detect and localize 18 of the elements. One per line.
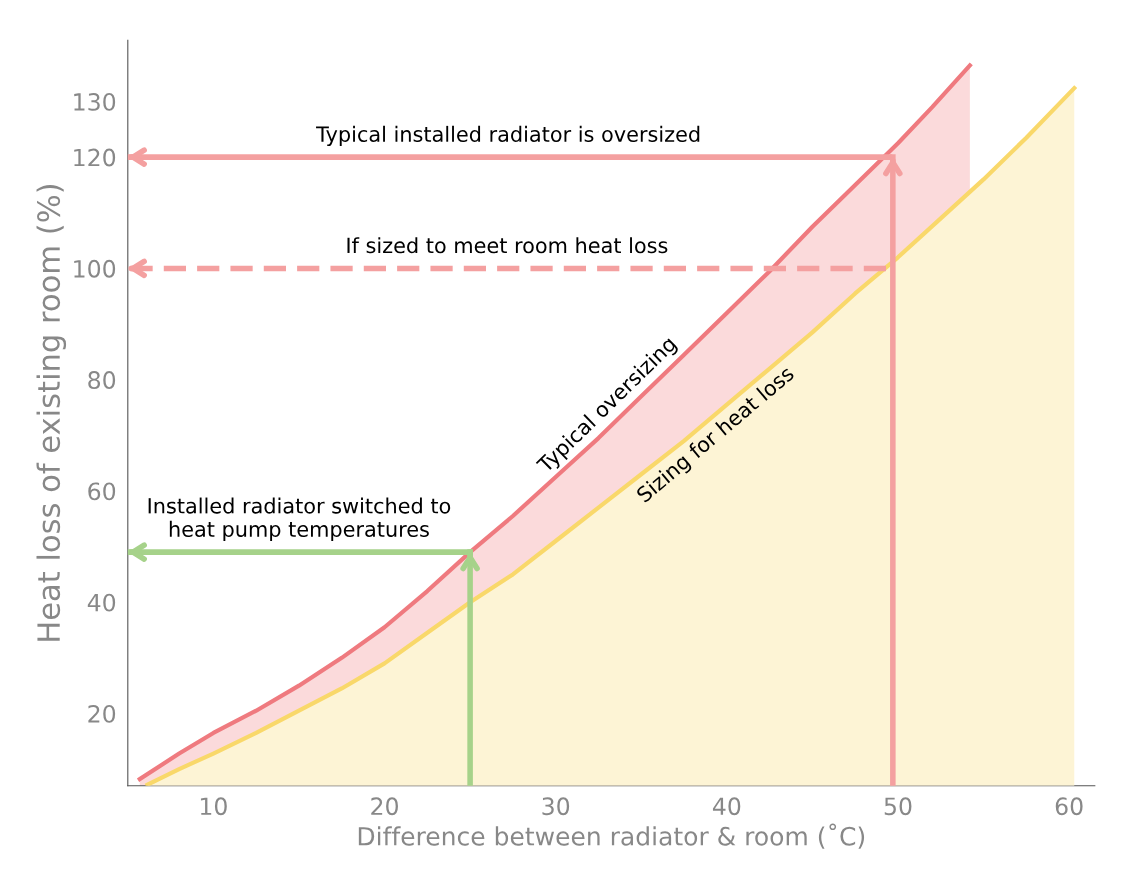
y-tick-label: 130 [74,92,116,111]
annotation: Typical installed radiator is oversized [316,125,700,147]
y-tick-label: 60 [88,482,116,501]
x-tick-label: 10 [200,797,227,816]
x-tick-label: 20 [371,797,398,816]
annotation: If sized to meet room heat loss [347,237,668,254]
y-tick-label: 40 [87,593,116,612]
y-tick-label: 120 [74,148,116,167]
x-tick-label: 50 [884,797,912,816]
y-axis-title: Heat loss of existing room (%) [36,184,67,641]
y-tick-label: 100 [74,259,116,278]
x-tick-label: 40 [712,797,741,816]
y-tick-label: 20 [88,704,116,723]
x-tick-label: 30 [542,797,570,816]
x-axis-title: Difference between radiator & room (˚C) [358,823,865,849]
y-tick-label: 80 [88,371,116,389]
annotation: Installed radiator switched to heat pump temperatures [148,497,451,542]
x-tick-label: 60 [1055,797,1083,816]
